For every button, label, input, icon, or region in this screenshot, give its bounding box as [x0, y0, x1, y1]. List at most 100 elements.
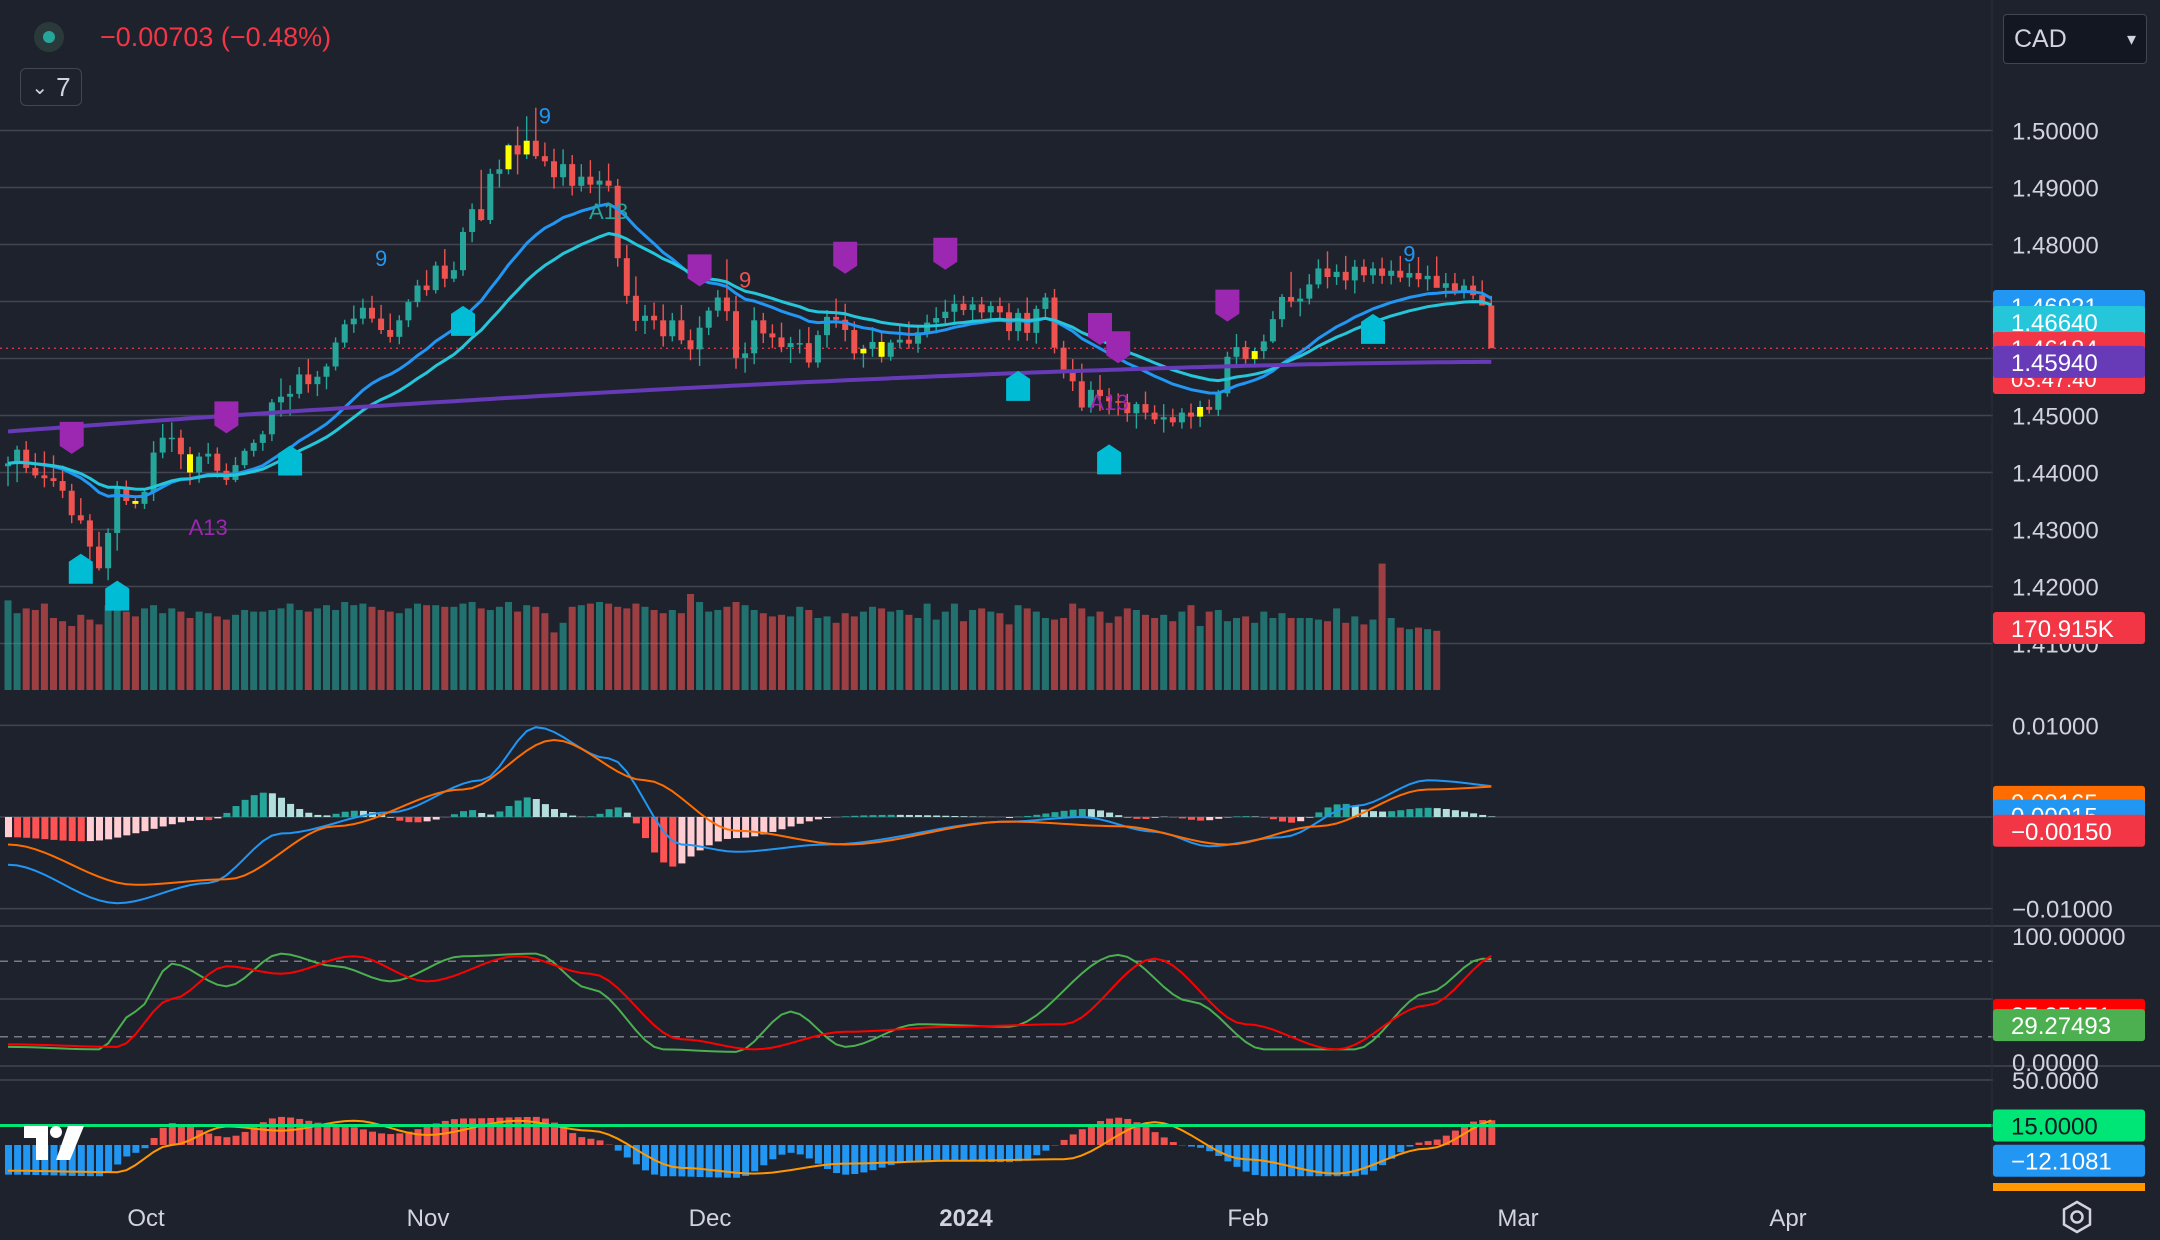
adx-pane [0, 1065, 2160, 1178]
candle-body [1351, 266, 1358, 281]
candle-body [523, 140, 530, 155]
candle-body [714, 297, 721, 311]
candle-body [1178, 412, 1185, 423]
macd-histogram-bar [842, 816, 850, 817]
momentum-bar [1406, 1145, 1414, 1147]
candle-body [896, 339, 903, 343]
macd-histogram-bar [1215, 817, 1223, 819]
macd-histogram-bar [159, 817, 167, 827]
macd-histogram-bar [742, 817, 750, 838]
candle-body [514, 145, 521, 155]
momentum-bar [1379, 1145, 1387, 1166]
candle-body [469, 209, 476, 232]
macd-histogram-bar [150, 817, 158, 829]
volume-bar [778, 614, 785, 690]
momentum-bar [796, 1145, 804, 1155]
macd-histogram-bar [1097, 810, 1104, 817]
macd-line [7, 726, 1492, 905]
macd-histogram-bar [32, 817, 40, 839]
td-sequential-label: A13 [589, 199, 628, 224]
macd-histogram-bar [796, 817, 804, 824]
volume-bar [31, 610, 39, 690]
macd-histogram-bar [77, 817, 85, 842]
candle-body [915, 332, 921, 344]
market-status-icon[interactable] [34, 22, 64, 52]
volume-bar [159, 613, 167, 690]
volume-bar [495, 606, 503, 690]
candle-body [1433, 275, 1440, 288]
volume-bar [122, 611, 130, 690]
candle-body [141, 491, 148, 504]
macd-histogram-bar [1042, 813, 1050, 817]
volume-bar [1433, 630, 1441, 690]
macd-histogram-bar [1006, 817, 1013, 818]
volume-bar [1132, 610, 1140, 690]
macd-histogram-bar [205, 817, 213, 821]
macd-histogram-bar [96, 817, 103, 841]
collapse-indicators-button[interactable]: ⌄ 7 [20, 68, 82, 106]
macd-histogram-bar [487, 814, 495, 817]
momentum-bar [59, 1145, 67, 1176]
candle-body [551, 161, 557, 178]
td-sequential-label: 9 [739, 267, 751, 292]
volume-bar [222, 619, 230, 690]
momentum-bar [878, 1145, 886, 1168]
macd-histogram-bar [432, 817, 440, 820]
candle-body [887, 342, 894, 357]
momentum-bar [369, 1131, 376, 1145]
macd-histogram-bar [632, 817, 640, 824]
candle-body [769, 333, 776, 338]
macd-histogram-bar [141, 817, 149, 832]
macd-histogram-bar [678, 817, 686, 864]
stoch-tick-label: 0.00000 [2012, 1050, 2099, 1077]
macd-histogram-bar [1288, 817, 1296, 823]
td-sequential-label: 9 [1403, 242, 1415, 267]
candle-body [1397, 270, 1404, 278]
settings-gear-icon[interactable] [2060, 1200, 2094, 1234]
momentum-bar [168, 1123, 176, 1145]
volume-bar [1351, 616, 1359, 690]
momentum-bar [268, 1118, 276, 1145]
candle-body [569, 164, 576, 186]
macd-histogram-bar [350, 810, 358, 817]
volume-bar [1405, 629, 1413, 690]
volume-bar [177, 611, 185, 690]
volume-bar [641, 606, 649, 690]
volume-bar [541, 613, 549, 690]
macd-histogram-bar [1379, 811, 1387, 817]
candle-body [778, 337, 785, 348]
time-axis: Oct Nov Dec 2024 Feb Mar Apr [127, 1205, 1806, 1232]
stoch-d-line [8, 955, 1492, 1051]
adx-tick-label: 50.0000 [2012, 1068, 2099, 1095]
candle-body [96, 546, 102, 569]
momentum-bar [241, 1131, 249, 1145]
macd-histogram-bar [296, 808, 304, 817]
candle-body [1142, 404, 1149, 413]
volume-bar [632, 603, 640, 690]
td-sequential-label: 9 [539, 104, 551, 129]
macd-histogram-bar [496, 811, 504, 817]
volume-bar [596, 602, 603, 690]
price-label-box [1993, 306, 2145, 339]
candle-body [796, 343, 803, 345]
macd-histogram-bar [177, 817, 185, 823]
volume-bar [332, 610, 340, 690]
candle-body [833, 316, 840, 320]
currency-select[interactable]: CAD ▾ [2003, 14, 2147, 64]
candle-body [996, 306, 1003, 313]
candle-body [1306, 284, 1313, 299]
volume-bar [368, 606, 376, 690]
candle-body [478, 209, 485, 220]
candle-body [632, 295, 639, 321]
tradingview-logo-icon[interactable] [22, 1122, 88, 1164]
buy-signal-marker [1006, 370, 1031, 401]
macd-histogram-bar [1269, 817, 1277, 820]
volume-bar [714, 610, 722, 690]
momentum-bar [196, 1130, 204, 1145]
macd-histogram-bar [1133, 817, 1141, 819]
sma-long-line [7, 359, 1492, 434]
time-tick-label: Feb [1227, 1205, 1268, 1232]
td-sequential-label: 9 [375, 246, 387, 271]
momentum-bar [296, 1118, 304, 1145]
